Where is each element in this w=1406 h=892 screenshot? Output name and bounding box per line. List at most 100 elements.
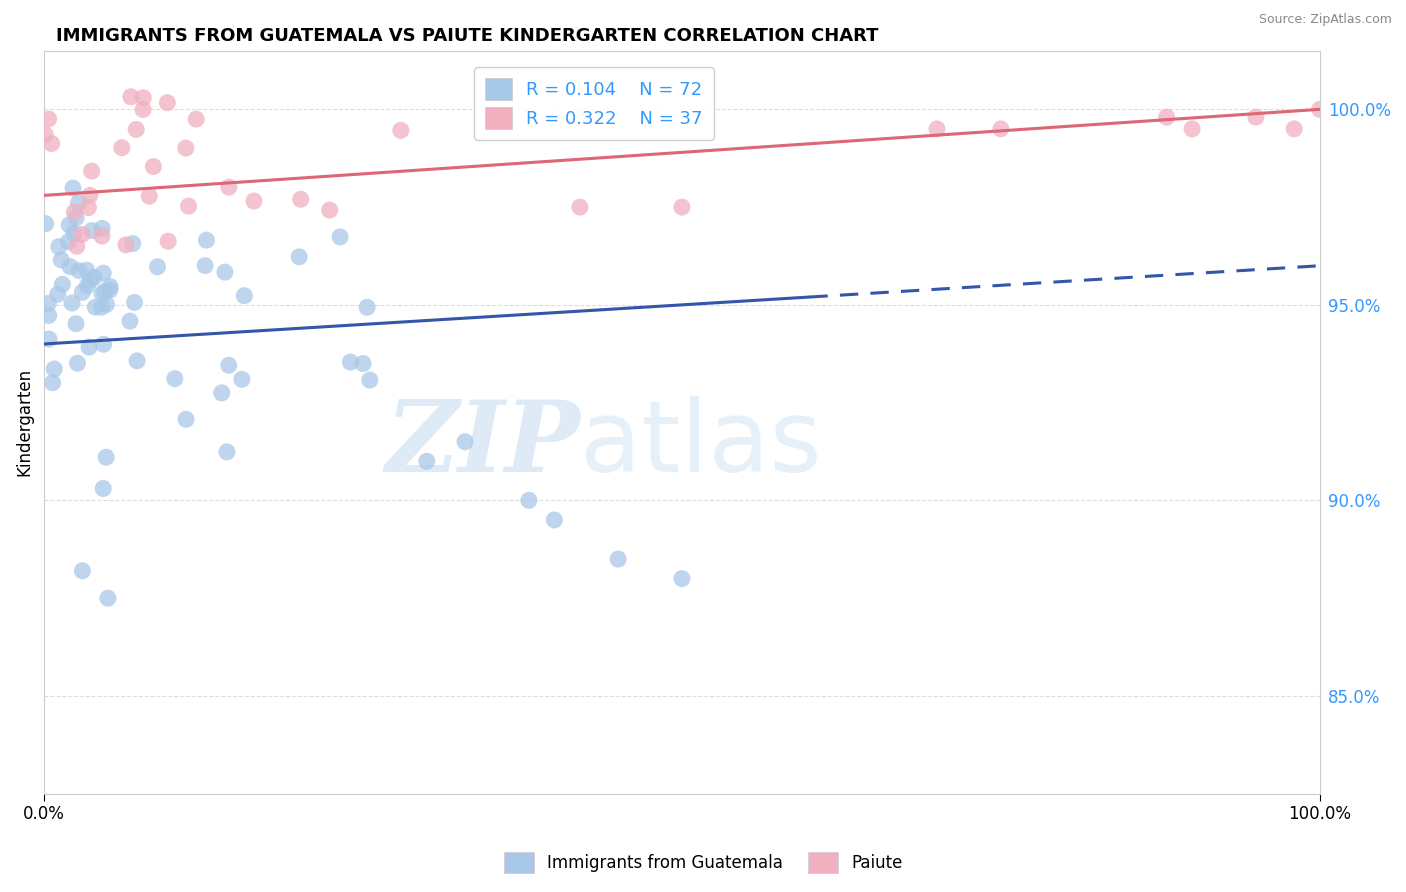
Point xyxy=(359,373,381,387)
Point xyxy=(118,314,141,328)
Point xyxy=(59,260,82,274)
Point xyxy=(111,141,134,155)
Y-axis label: Kindergarten: Kindergarten xyxy=(15,368,32,476)
Point xyxy=(63,227,86,241)
Point xyxy=(38,112,60,126)
Point xyxy=(66,356,89,370)
Point xyxy=(218,180,240,194)
Point xyxy=(67,263,90,277)
Point xyxy=(96,450,118,465)
Point xyxy=(77,340,100,354)
Point xyxy=(97,591,120,606)
Point xyxy=(454,434,477,449)
Point xyxy=(174,141,197,155)
Point xyxy=(79,188,101,202)
Point xyxy=(671,200,693,214)
Point xyxy=(990,121,1012,136)
Point xyxy=(48,239,70,253)
Point xyxy=(58,235,80,249)
Point xyxy=(98,279,121,293)
Point xyxy=(70,227,93,242)
Text: atlas: atlas xyxy=(579,396,821,493)
Point xyxy=(356,301,378,315)
Point xyxy=(115,237,138,252)
Point xyxy=(91,229,114,244)
Point xyxy=(93,285,115,299)
Point xyxy=(607,552,630,566)
Point xyxy=(174,412,197,426)
Point xyxy=(517,493,540,508)
Point xyxy=(352,357,374,371)
Point xyxy=(66,239,89,253)
Point xyxy=(290,192,312,206)
Point xyxy=(76,278,98,293)
Point xyxy=(65,317,87,331)
Point xyxy=(132,91,155,105)
Point xyxy=(1282,121,1305,136)
Point xyxy=(125,354,148,368)
Point xyxy=(925,121,948,136)
Text: IMMIGRANTS FROM GUATEMALA VS PAIUTE KINDERGARTEN CORRELATION CHART: IMMIGRANTS FROM GUATEMALA VS PAIUTE KIND… xyxy=(56,27,879,45)
Legend: R = 0.104    N = 72, R = 0.322    N = 37: R = 0.104 N = 72, R = 0.322 N = 37 xyxy=(474,67,714,140)
Point xyxy=(211,385,233,400)
Point xyxy=(41,136,63,151)
Point xyxy=(37,296,59,310)
Point xyxy=(38,332,60,346)
Point xyxy=(60,296,83,310)
Point xyxy=(91,482,114,496)
Point xyxy=(34,128,56,142)
Point xyxy=(63,205,86,219)
Point xyxy=(80,223,103,237)
Point xyxy=(91,221,114,235)
Point xyxy=(79,273,101,287)
Point xyxy=(96,297,118,311)
Point xyxy=(58,218,80,232)
Point xyxy=(120,89,142,103)
Point xyxy=(51,252,73,267)
Point xyxy=(568,200,591,214)
Point xyxy=(46,287,69,301)
Point xyxy=(91,286,114,301)
Point xyxy=(1181,121,1204,136)
Point xyxy=(80,164,103,178)
Point xyxy=(416,454,439,468)
Point xyxy=(1156,110,1178,124)
Point xyxy=(194,259,217,273)
Point xyxy=(233,288,256,302)
Point xyxy=(157,234,180,248)
Point xyxy=(186,112,208,127)
Point xyxy=(163,372,186,386)
Text: ZIP: ZIP xyxy=(385,396,579,492)
Point xyxy=(93,337,115,351)
Point xyxy=(35,217,58,231)
Point xyxy=(77,201,100,215)
Point xyxy=(65,211,87,225)
Point xyxy=(288,250,311,264)
Point xyxy=(1244,110,1267,124)
Point xyxy=(243,194,266,208)
Point xyxy=(195,233,218,247)
Point xyxy=(38,309,60,323)
Point xyxy=(671,572,693,586)
Point xyxy=(83,270,105,285)
Point xyxy=(1309,103,1331,117)
Point xyxy=(125,122,148,136)
Point xyxy=(177,199,200,213)
Point xyxy=(72,285,94,300)
Point xyxy=(72,564,94,578)
Point xyxy=(124,295,146,310)
Point xyxy=(339,355,361,369)
Point xyxy=(329,230,352,244)
Point xyxy=(62,181,84,195)
Point xyxy=(98,283,121,297)
Point xyxy=(218,359,240,373)
Point xyxy=(142,160,165,174)
Point xyxy=(138,189,160,203)
Point xyxy=(543,513,565,527)
Point xyxy=(389,123,412,137)
Point xyxy=(231,372,253,386)
Legend: Immigrants from Guatemala, Paiute: Immigrants from Guatemala, Paiute xyxy=(496,846,910,880)
Point xyxy=(215,445,238,459)
Point xyxy=(146,260,169,274)
Point xyxy=(91,266,114,280)
